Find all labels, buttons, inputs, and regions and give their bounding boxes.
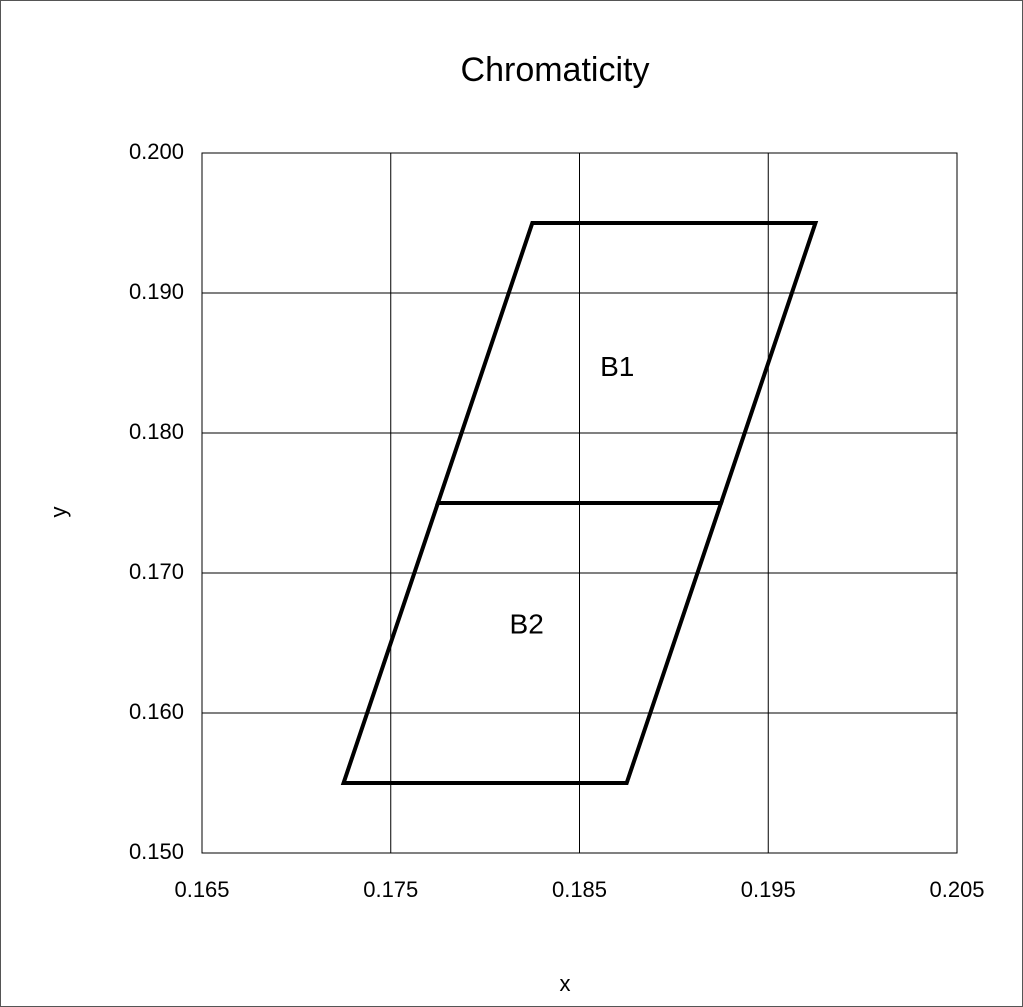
y-tick-label: 0.160 xyxy=(129,699,184,724)
y-axis-label: y xyxy=(46,507,71,518)
annotation: B2 xyxy=(510,609,544,640)
y-tick-label: 0.180 xyxy=(129,419,184,444)
plot-frame xyxy=(201,152,958,854)
x-tick-label: 0.205 xyxy=(929,877,984,902)
x-tick-label: 0.185 xyxy=(552,877,607,902)
series-outline xyxy=(340,501,724,785)
annotation: B1 xyxy=(600,351,634,382)
x-tick-label: 0.195 xyxy=(741,877,796,902)
chart-title: Chromaticity xyxy=(461,51,650,89)
x-tick-label: 0.175 xyxy=(363,877,418,902)
x-axis-label: x xyxy=(560,971,571,996)
y-tick-label: 0.150 xyxy=(129,839,184,864)
y-tick-label: 0.170 xyxy=(129,559,184,584)
y-tick-label: 0.190 xyxy=(129,279,184,304)
x-tick-label: 0.165 xyxy=(174,877,229,902)
y-tick-label: 0.200 xyxy=(129,139,184,164)
